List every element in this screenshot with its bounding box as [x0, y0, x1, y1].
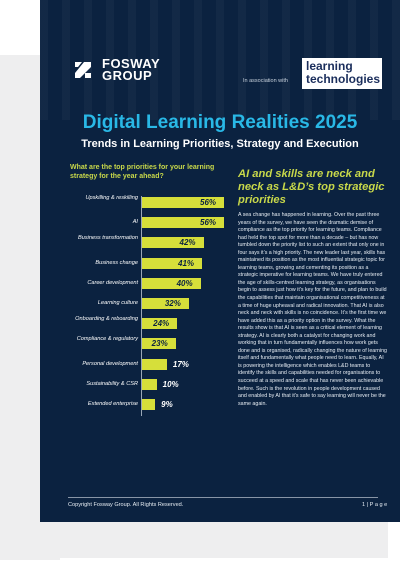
- chart-value-label: 10%: [162, 379, 179, 389]
- chart-bar: [142, 298, 189, 309]
- document-page: FOSWAY GROUP In association with learnin…: [40, 0, 400, 522]
- chart-row: Sustainability & CSR 10%: [40, 378, 230, 392]
- chart-category-label: Upskilling & reskilling: [85, 195, 138, 201]
- chart-axis-line: [141, 196, 142, 416]
- chart-value-label: 17%: [172, 359, 189, 369]
- chart-bar: [142, 257, 203, 269]
- chart-row: Compliance & regulatory 23%: [40, 336, 230, 351]
- chart-bar: [142, 358, 167, 370]
- learning-technologies-logo: learning technologies: [302, 58, 382, 89]
- fosway-logo: FOSWAY GROUP: [72, 56, 161, 83]
- chart-value-label: 32%: [164, 299, 181, 308]
- chart-bar: [142, 277, 201, 289]
- chart-bar: [142, 237, 204, 249]
- chart-value-label: 23%: [151, 339, 168, 349]
- partner-line-2: technologies: [306, 72, 381, 86]
- page-title: Digital Learning Realities 2025: [82, 112, 358, 133]
- chart-row: Upskilling & reskilling 56%: [40, 195, 230, 210]
- chart-bar: [142, 378, 157, 390]
- chart-category-label: Business change: [95, 259, 138, 266]
- chart-row: Onboarding & reboarding 24%: [40, 316, 230, 331]
- chart-category-label: Personal development: [82, 360, 138, 367]
- chart-category-label: Sustainability & CSR: [86, 380, 138, 387]
- fosway-mark-icon: [72, 59, 94, 81]
- article-body: A sea change has happened in learning. O…: [238, 212, 388, 407]
- chart-question: What are the top priorities for your lea…: [70, 164, 215, 180]
- logo-line-2: GROUP: [102, 68, 153, 83]
- footer-copyright: Copyright Fosway Group. All Rights Reser…: [68, 502, 184, 508]
- page-subtitle: Trends in Learning Priorities, Strategy …: [81, 138, 359, 150]
- chart-row: AI 56%: [40, 216, 230, 230]
- chart-bar: [142, 217, 224, 229]
- chart-bar: [142, 197, 224, 208]
- chart-category-label: Business transformation: [77, 235, 138, 242]
- chart-value-label: 24%: [153, 319, 170, 329]
- chart-row: Business transformation 42%: [40, 235, 230, 250]
- chart-value-label: 56%: [200, 218, 217, 228]
- chart-category-label: Compliance & regulatory: [76, 336, 138, 343]
- chart-row: Extended enterprise 9%: [40, 398, 230, 412]
- chart-row: Business change 41%: [40, 257, 230, 271]
- chart-bar: [142, 318, 178, 330]
- priorities-bar-chart: Upskilling & reskilling 56% AI 56% Business …: [40, 195, 230, 416]
- chart-row: Career development 40%: [40, 277, 230, 291]
- chart-category-label: Learning culture: [97, 300, 138, 306]
- fosway-logo-text: FOSWAY GROUP: [102, 56, 161, 83]
- chart-value-label: 42%: [179, 238, 196, 248]
- footer-page-number: 1 | P a g e: [362, 502, 388, 508]
- chart-value-label: 56%: [200, 198, 217, 207]
- chart-row: Learning culture 32%: [40, 297, 230, 311]
- chart-value-label: 41%: [178, 258, 195, 268]
- chart-value-label: 40%: [176, 278, 193, 288]
- chart-row: Personal development 17%: [40, 358, 230, 372]
- chart-bar: [142, 338, 176, 350]
- chart-category-label: AI: [132, 219, 138, 226]
- logo-line-1: FOSWAY: [102, 56, 161, 71]
- partner-line-1: learning: [306, 59, 353, 73]
- chart-category-label: Onboarding & reboarding: [75, 316, 138, 323]
- chart-category-label: Career development: [87, 279, 138, 286]
- chart-category-label: Extended enterprise: [87, 401, 138, 407]
- article-heading: AI and skills are neck and neck as L&D’s…: [238, 168, 385, 206]
- association-text: In association with: [243, 78, 288, 84]
- footer-divider: [68, 497, 378, 498]
- chart-value-label: 9%: [161, 400, 173, 409]
- page-shadow-bottom: [0, 522, 388, 558]
- chart-bar: [142, 399, 156, 410]
